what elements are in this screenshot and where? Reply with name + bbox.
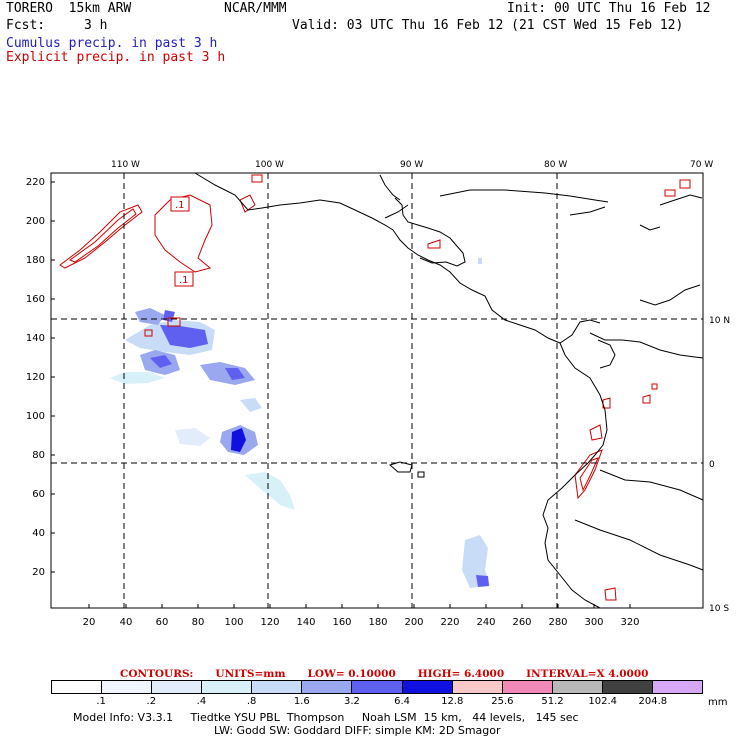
y-tick-label: 200 (26, 216, 45, 227)
grid-lines (51, 173, 703, 608)
contour-label: .1 (175, 200, 185, 211)
forecast-label: Fcst: (6, 18, 46, 33)
color-bar-swatch (52, 681, 103, 693)
center-name: NCAR/MMM (224, 1, 287, 16)
contour-units: UNITS=mm (215, 668, 286, 680)
x-tick-label: 320 (620, 617, 639, 628)
y-tick-label: 160 (26, 294, 45, 305)
cumulus-legend: Cumulus precip. in past 3 h (6, 36, 218, 51)
color-bar-label: 12.8 (441, 696, 464, 707)
map-frame (50, 172, 704, 609)
x-tick-label: 60 (156, 617, 169, 628)
lon-label-80w: 80 W (544, 160, 567, 170)
coastlines (194, 172, 704, 609)
color-bar-swatch (452, 681, 503, 693)
x-tick-label: 40 (120, 617, 133, 628)
x-tick-label: 140 (296, 617, 315, 628)
lon-label-70w: 70 W (690, 160, 713, 170)
color-bar-swatch (402, 681, 453, 693)
contour-low: LOW= 0.10000 (307, 668, 396, 680)
color-bar-swatch (652, 681, 703, 693)
color-bar-swatch (252, 681, 303, 693)
contour-interval: INTERVAL=X 4.0000 (526, 668, 649, 680)
color-bar-label: .4 (196, 696, 207, 707)
y-tick-label: 100 (26, 411, 45, 422)
contours-label: CONTOURS: (120, 668, 194, 680)
color-bar-label: .2 (146, 696, 157, 707)
precip-map: 110 W 100 W 90 W 80 W 70 W 10 N 0 10 S (26, 160, 730, 628)
color-bar (51, 680, 703, 694)
color-bar-swatch (152, 681, 203, 693)
color-bar-label: 102.4 (588, 696, 618, 707)
x-tick-label: 120 (260, 617, 279, 628)
y-tick-label: 20 (32, 567, 45, 578)
color-bar-label: .8 (246, 696, 257, 707)
color-bar-labels: .1 .2 .4 .8 1.6 3.2 6.4 12.8 25.6 51.2 102.4 204.8 (51, 696, 703, 708)
y-tick-label: 220 (26, 177, 45, 188)
lon-label-100w: 100 W (255, 160, 284, 170)
x-tick-label: 20 (83, 617, 96, 628)
color-bar-swatch (102, 681, 153, 693)
contour-info: CONTOURS: UNITS=mm LOW= 0.10000 HIGH= 6.400… (120, 668, 670, 680)
lat-label-0: 0 (709, 460, 715, 470)
y-tick-label: 80 (32, 450, 45, 461)
contour-label: .1 (179, 275, 189, 286)
contour-high: HIGH= 6.4000 (417, 668, 505, 680)
x-tick-label: 260 (512, 617, 531, 628)
y-tick-label: 140 (26, 333, 45, 344)
color-bar-unit: mm (708, 697, 728, 708)
x-tick-label: 220 (440, 617, 459, 628)
model-name: TORERO 15km ARW (6, 1, 132, 16)
color-bar-swatch (352, 681, 403, 693)
x-tick-label: 280 (548, 617, 567, 628)
explicit-legend: Explicit precip. in past 3 h (6, 50, 226, 65)
lat-label-10s: 10 S (709, 604, 729, 614)
y-tick-label: 120 (26, 372, 45, 383)
color-bar-label: 1.6 (293, 696, 310, 707)
y-tick-label: 180 (26, 255, 45, 266)
model-info-line1: Model Info: V3.3.1 Tiedtke YSU PBL Thomp… (73, 711, 579, 724)
color-bar-swatch (552, 681, 603, 693)
y-axis-tickmarks (51, 181, 55, 573)
x-axis-tickmarks (88, 604, 631, 608)
x-tick-label: 180 (368, 617, 387, 628)
contour-label-boxes: .1 .1 (170, 196, 194, 287)
valid-time: Valid: 03 UTC Thu 16 Feb 12 (21 CST Wed … (292, 18, 684, 33)
lat-label-10n: 10 N (709, 316, 730, 326)
color-bar-label: 51.2 (541, 696, 564, 707)
color-bar-label: 6.4 (394, 696, 411, 707)
x-tick-label: 240 (476, 617, 495, 628)
x-tick-label: 160 (332, 617, 351, 628)
color-bar-swatch (302, 681, 353, 693)
x-tick-label: 100 (224, 617, 243, 628)
forecast-hour: 3 h (84, 18, 108, 33)
model-info-line2: LW: Godd SW: Goddard DIFF: simple KM: 2D… (214, 724, 501, 737)
x-tick-label: 200 (404, 617, 423, 628)
init-time: Init: 00 UTC Thu 16 Feb 12 (507, 1, 711, 16)
color-bar-label: 204.8 (638, 696, 668, 707)
lon-label-90w: 90 W (400, 160, 423, 170)
color-bar-swatch (602, 681, 653, 693)
x-tick-label: 300 (584, 617, 603, 628)
color-bar-label: 3.2 (343, 696, 360, 707)
x-tick-label: 80 (192, 617, 205, 628)
lon-label-110w: 110 W (111, 160, 140, 170)
explicit-precip-contours (59, 174, 691, 601)
y-tick-label: 60 (32, 489, 45, 500)
y-tick-label: 40 (32, 528, 45, 539)
cumulus-precip-areas (110, 258, 490, 588)
color-bar-label: .1 (96, 696, 106, 707)
color-bar-label: 25.6 (491, 696, 514, 707)
contour-label-box (170, 196, 190, 212)
color-bar-swatch (202, 681, 253, 693)
contour-label-box (174, 271, 194, 287)
y-axis-ticks: 20 40 60 80 100 120 140 160 180 200 220 (26, 177, 45, 578)
color-bar-swatch (502, 681, 553, 693)
x-axis-ticks: 20 40 60 80 100 120 140 160 180 200 220 … (83, 617, 640, 628)
